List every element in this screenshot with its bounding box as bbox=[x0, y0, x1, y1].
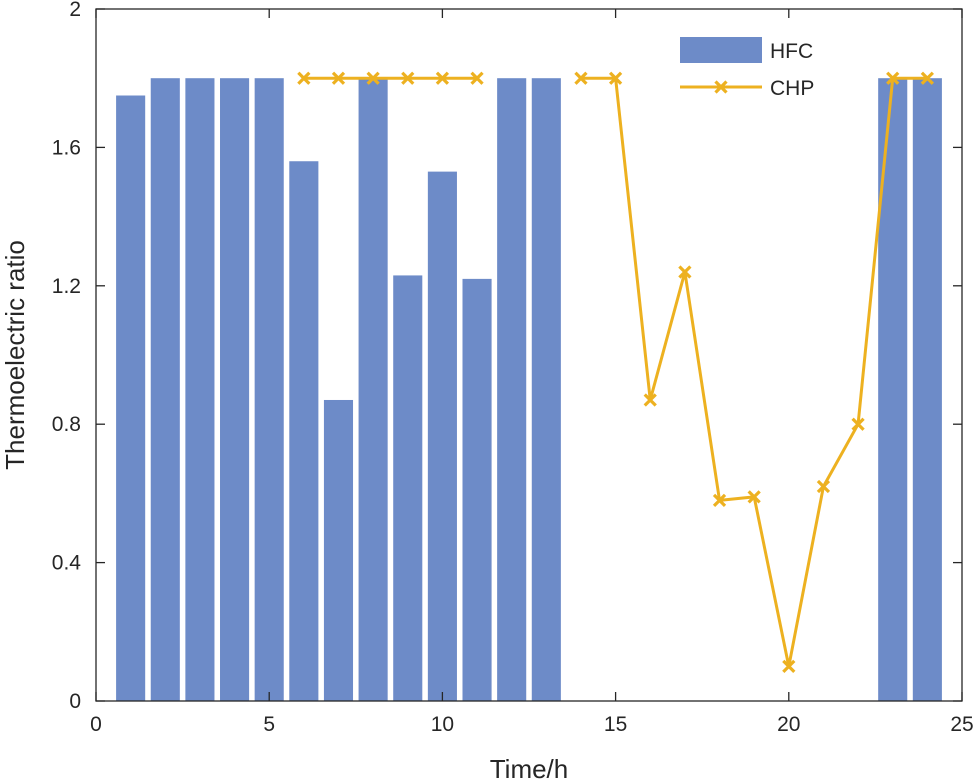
hfc-bar bbox=[358, 78, 388, 701]
chp-marker bbox=[331, 71, 346, 85]
chp-marker bbox=[643, 393, 657, 407]
chp-marker bbox=[297, 71, 311, 85]
hfc-bar bbox=[220, 78, 250, 701]
x-tick-label: 0 bbox=[90, 713, 102, 736]
hfc-bar bbox=[497, 78, 527, 701]
chp-marker bbox=[886, 71, 900, 85]
legend-chp-marker-x bbox=[714, 80, 728, 94]
legend: HFC CHP bbox=[680, 37, 814, 100]
chp-marker bbox=[401, 71, 415, 85]
chp-marker bbox=[678, 265, 692, 279]
chp-marker bbox=[470, 71, 484, 85]
y-tick-label: 1.6 bbox=[52, 136, 81, 159]
y-tick-label: 2 bbox=[69, 0, 81, 21]
hfc-bar bbox=[462, 278, 492, 701]
chp-marker bbox=[712, 493, 727, 507]
chp-marker bbox=[920, 71, 934, 85]
hfc-bar bbox=[427, 171, 457, 701]
legend-chp-label: CHP bbox=[770, 77, 814, 100]
legend-hfc-swatch bbox=[680, 37, 762, 63]
chp-marker bbox=[782, 659, 796, 674]
legend-hfc-label: HFC bbox=[770, 40, 813, 63]
hfc-bar bbox=[254, 78, 284, 701]
y-tick-label: 0 bbox=[69, 690, 81, 713]
hfc-bar bbox=[150, 78, 180, 701]
hfc-bar bbox=[531, 78, 561, 701]
chp-marker bbox=[816, 479, 831, 494]
x-tick-label: 25 bbox=[950, 713, 973, 736]
chp-marker bbox=[608, 71, 623, 85]
chp-line-segment bbox=[580, 76, 928, 668]
axis-ticks: 0 5 10 15 20 25 0 0.4 0.8 1.2 1.6 2 bbox=[52, 0, 974, 736]
hfc-bar bbox=[393, 275, 423, 701]
chp-marker bbox=[747, 490, 761, 504]
y-tick-label: 0.4 bbox=[52, 552, 82, 575]
hfc-bar bbox=[116, 95, 146, 701]
x-tick-label: 15 bbox=[604, 713, 627, 736]
hfc-bar bbox=[323, 399, 354, 701]
x-tick-label: 10 bbox=[431, 713, 454, 736]
x-tick-label: 5 bbox=[263, 713, 275, 736]
chp-marker bbox=[851, 417, 865, 431]
legend-chp-marker bbox=[714, 80, 728, 94]
hfc-bar bbox=[185, 78, 215, 701]
hfc-bar bbox=[289, 161, 319, 702]
x-tick-label: 20 bbox=[777, 713, 800, 736]
y-tick-label: 0.8 bbox=[52, 413, 81, 436]
hfc-bar bbox=[912, 78, 942, 701]
chp-marker bbox=[574, 71, 588, 85]
chp-markers bbox=[297, 71, 934, 674]
plot-frame bbox=[95, 8, 963, 702]
hfc-bars bbox=[116, 78, 942, 702]
y-tick-label: 1.2 bbox=[52, 275, 81, 298]
chp-marker bbox=[435, 71, 450, 85]
x-axis-title: Time/h bbox=[490, 754, 569, 782]
y-axis-title: Thermoelectric ratio bbox=[0, 240, 30, 470]
chp-marker bbox=[366, 71, 380, 85]
